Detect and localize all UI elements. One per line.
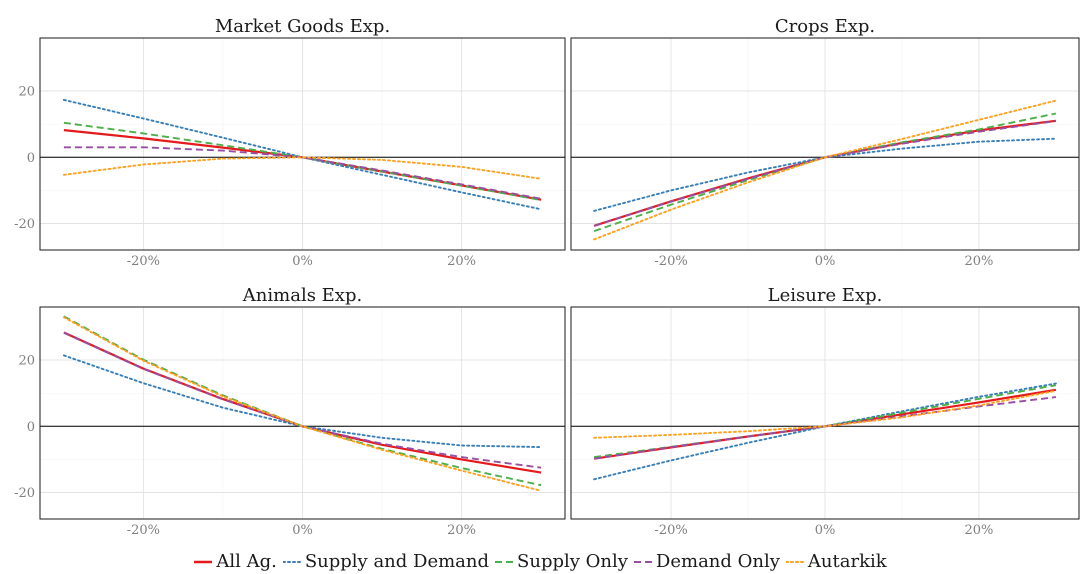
series-line-supply-only [63,121,542,201]
series-line-demand-only [63,146,542,200]
series-line-demand-only [593,120,1057,227]
x-tick-label: 0% [815,254,836,269]
panel-title: Market Goods Exp. [215,16,390,37]
y-tick-label: 20 [18,85,35,100]
series-line-autarkik [62,156,543,180]
legend-item: Autarkik [785,551,887,572]
legend-label: Supply Only [517,551,628,572]
legend: All Ag. Supply and Demand Supply Only Deman… [0,549,1081,574]
x-tick-label: 20% [447,523,476,538]
series-line-autarkik [62,316,543,492]
faceted-line-chart: Market Goods Exp. -20% 0% 20% -20 0 20 Crops Ex… [14,16,1080,538]
series-line-autarkik [593,99,1057,241]
x-tick-label: 20% [964,254,993,269]
legend-key [495,560,514,563]
panel-title: Animals Exp. [242,285,362,306]
legend-key [282,560,301,563]
panel-4: Leisure Exp. -20% 0% 20% [570,285,1080,538]
legend-label: Supply and Demand [304,551,490,572]
y-tick-label: 0 [27,151,35,166]
x-tick-label: -20% [127,254,160,269]
x-tick-label: 20% [447,254,476,269]
x-tick-label: 20% [964,523,993,538]
legend-item: All Ag. [194,551,277,572]
panel-frame [570,306,1080,520]
panel-2: Crops Exp. -20% 0% 20% [570,16,1080,269]
x-tick-label: 0% [292,254,313,269]
panel-title: Leisure Exp. [768,285,883,306]
y-tick-label: 20 [18,354,35,369]
panel-frame [39,37,566,251]
y-tick-label: -20 [14,217,35,232]
panel-3: Animals Exp. -20% 0% 20% -20 0 20 [14,285,566,538]
legend-item: Supply and Demand [282,551,490,572]
legend-item: Demand Only [633,551,780,572]
x-tick-label: -20% [654,523,687,538]
x-tick-label: 0% [815,523,836,538]
y-tick-label: 0 [27,420,35,435]
x-tick-label: -20% [654,254,687,269]
legend-label: Demand Only [655,551,780,572]
panel-frame [39,306,566,520]
panel-frame [570,37,1080,251]
panel-title: Crops Exp. [775,16,875,37]
legend-label: All Ag. [216,551,277,572]
legend-key [633,560,652,563]
legend-key [194,560,213,563]
legend-label: Autarkik [807,551,887,572]
legend-item: Supply Only [495,551,628,572]
x-tick-label: -20% [127,523,160,538]
x-tick-label: 0% [292,523,313,538]
legend-key [785,560,804,563]
series-line-autarkik [593,389,1057,439]
panel-1: Market Goods Exp. -20% 0% 20% -20 0 20 [14,16,566,269]
y-tick-label: -20 [14,486,35,501]
